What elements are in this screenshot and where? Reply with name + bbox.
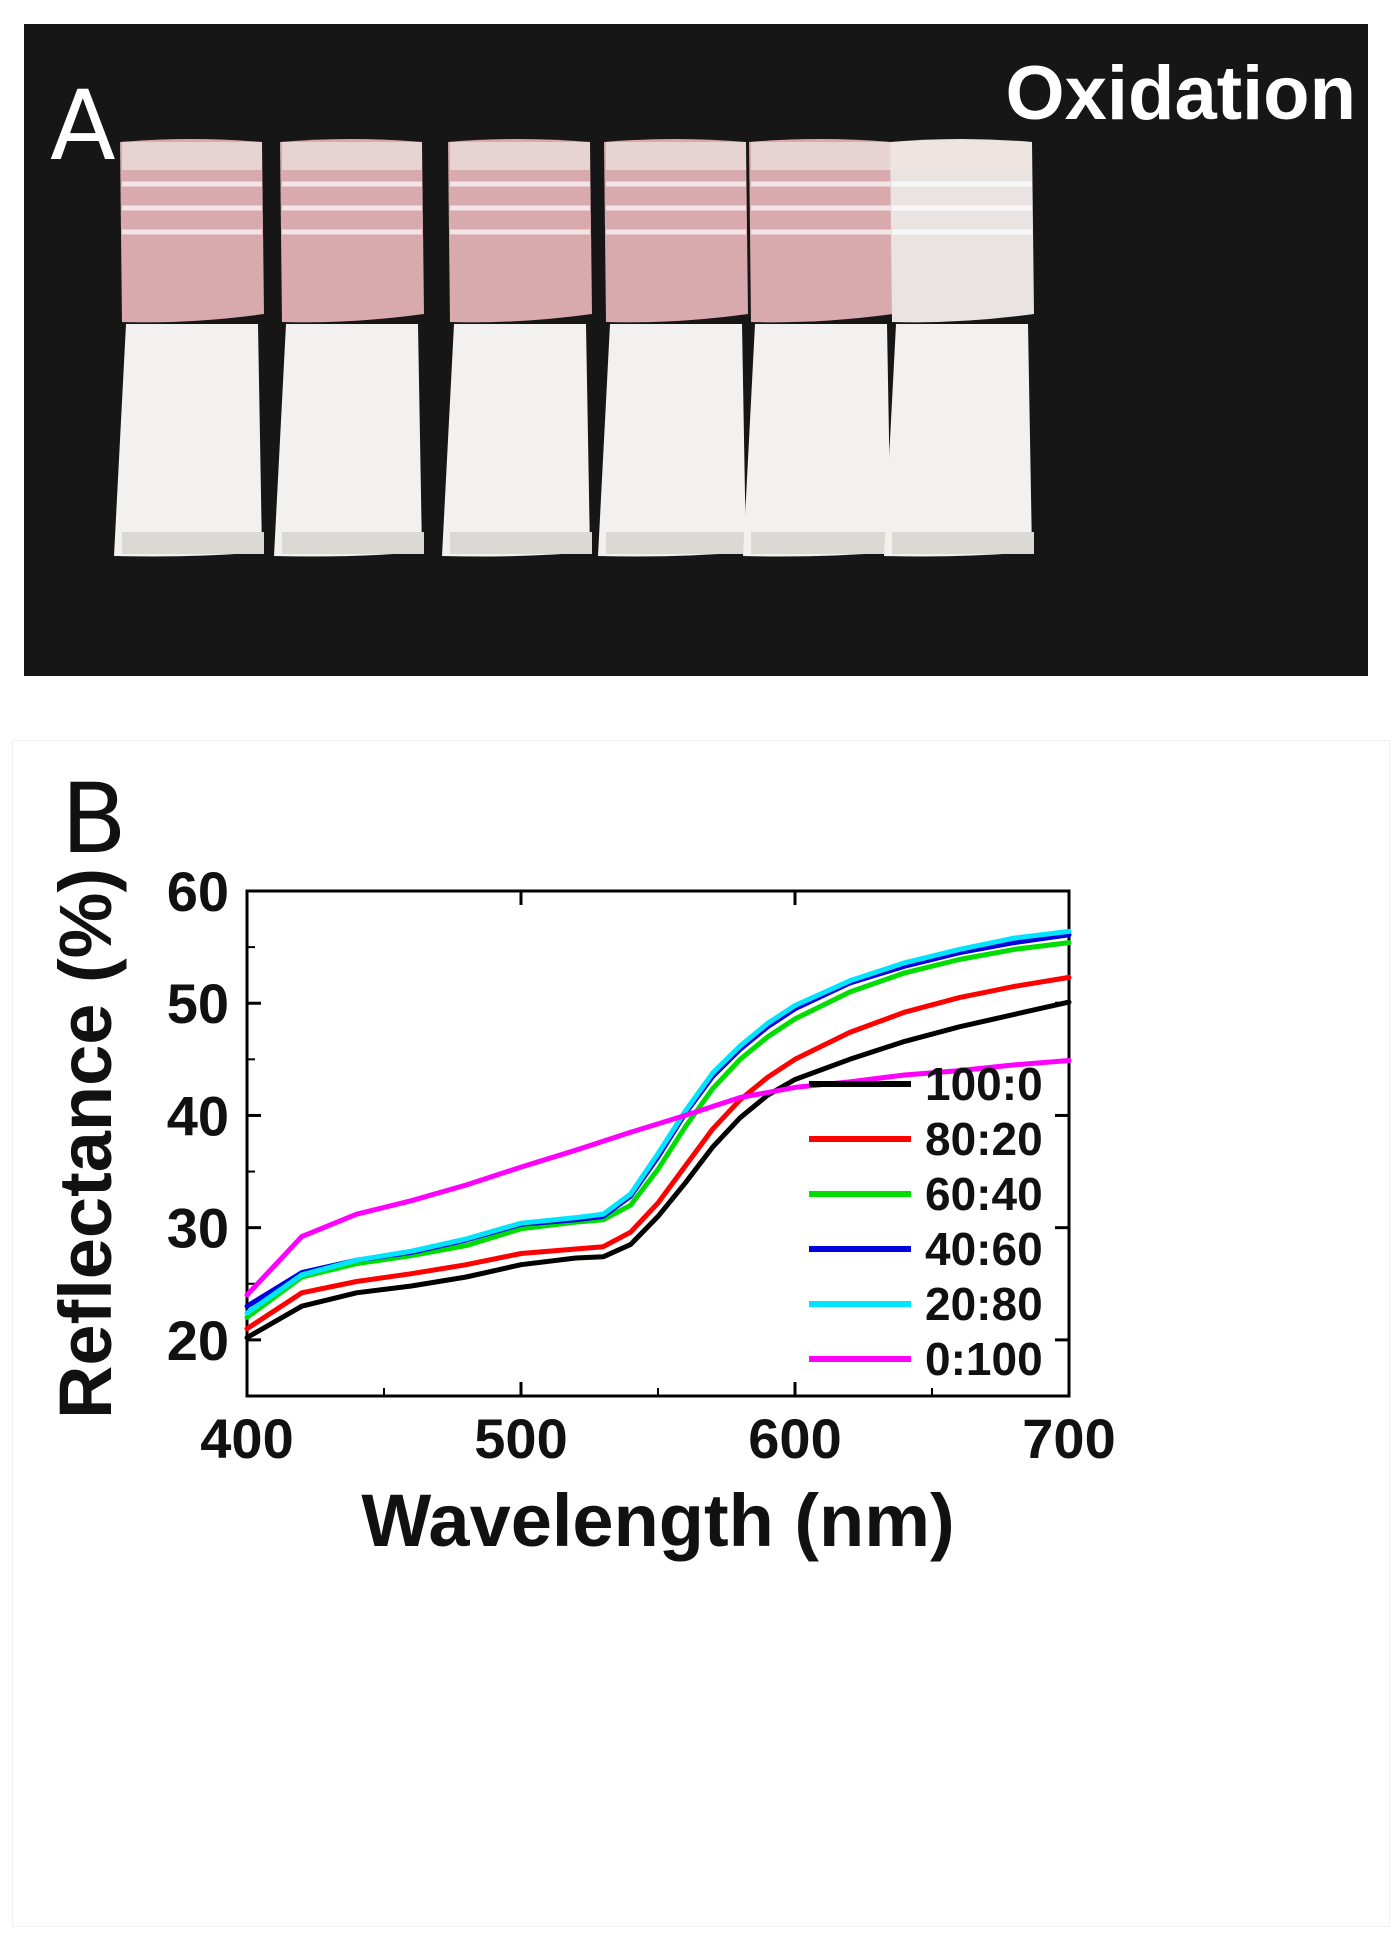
legend-label: 0:100 xyxy=(925,1333,1043,1385)
x-tick-label: 700 xyxy=(1022,1407,1115,1470)
series-line-60-40 xyxy=(244,940,1072,1320)
strip-top xyxy=(282,142,422,170)
sample-strip xyxy=(598,139,748,557)
y-tick-label: 40 xyxy=(167,1084,229,1147)
reflectance-chart-panel: B 400 500 600 700 20 30 40 50 60 Wavelength (nm) R… xyxy=(12,740,1390,1927)
sample-strip xyxy=(743,139,893,557)
strip-base xyxy=(884,324,1032,557)
strip-edge xyxy=(282,532,424,554)
strip-top xyxy=(606,142,746,170)
legend-label: 100:0 xyxy=(925,1058,1043,1110)
series-line-0-100 xyxy=(244,1058,1072,1298)
series-line-80-20 xyxy=(244,974,1072,1332)
sample-photo-panel: A Oxidation xyxy=(24,24,1368,676)
strip-base xyxy=(274,324,422,557)
series-line-100-0 xyxy=(244,999,1072,1341)
strip-edge xyxy=(892,532,1034,554)
legend-label: 20:80 xyxy=(925,1278,1043,1330)
legend-label: 80:20 xyxy=(925,1113,1043,1165)
sample-strips-photo xyxy=(114,139,1034,557)
sample-strip xyxy=(442,139,592,557)
y-axis-title: Reflectance (%) xyxy=(44,868,127,1419)
strip-edge xyxy=(606,532,748,554)
strip-top xyxy=(122,142,262,170)
sample-strip xyxy=(274,139,424,557)
x-tick-label: 500 xyxy=(474,1407,567,1470)
y-tick-label: 30 xyxy=(167,1197,229,1260)
legend-label: 60:40 xyxy=(925,1168,1043,1220)
x-tick-label: 600 xyxy=(748,1407,841,1470)
strip-top xyxy=(450,142,590,170)
strip-edge xyxy=(122,532,264,554)
x-axis-title: Wavelength (nm) xyxy=(361,1479,954,1562)
reflectance-chart: 400 500 600 700 20 30 40 50 60 Wavelength (nm) Ref… xyxy=(44,860,1116,1562)
photo-title: Oxidation xyxy=(1005,51,1356,136)
sample-strip xyxy=(114,139,264,557)
strip-base xyxy=(598,324,746,557)
sample-strip xyxy=(884,139,1034,557)
strip-base xyxy=(743,324,891,557)
legend-label: 40:60 xyxy=(925,1223,1043,1275)
y-tick-label: 50 xyxy=(167,972,229,1035)
x-tick-label: 400 xyxy=(200,1407,293,1470)
strip-top xyxy=(892,142,1032,170)
strip-base xyxy=(114,324,262,557)
panel-a-letter: A xyxy=(50,70,116,182)
y-tick-label: 20 xyxy=(167,1309,229,1372)
strip-edge xyxy=(450,532,592,554)
series-line-20-80 xyxy=(244,928,1072,1316)
y-tick-label: 60 xyxy=(167,860,229,923)
strip-base xyxy=(442,324,590,557)
strip-edge xyxy=(751,532,893,554)
panel-b-letter: B xyxy=(61,763,127,875)
strip-top xyxy=(751,142,891,170)
